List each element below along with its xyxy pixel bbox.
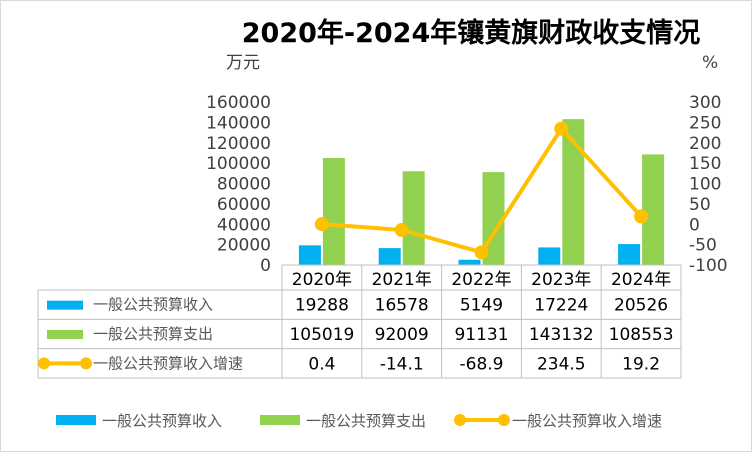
- y-right-tick-label: -100: [689, 256, 728, 276]
- bar-revenue: [458, 259, 481, 265]
- y-left-tick-label: 20000: [217, 236, 271, 256]
- x-category-label: 2024年: [611, 270, 671, 290]
- y-left-tick-label: 160000: [206, 93, 271, 113]
- table-cell-value: 234.5: [537, 354, 586, 374]
- table-row-label: 一般公共预算收入: [93, 296, 213, 314]
- x-category-label: 2022年: [451, 270, 511, 290]
- x-category-label: 2020年: [292, 270, 352, 290]
- table-cell-value: 143132: [529, 325, 594, 345]
- table-cell-value: 17224: [534, 296, 588, 316]
- growth-point: [314, 217, 329, 232]
- legend-label: 一般公共预算收入增速: [512, 412, 662, 430]
- y-left-tick-label: 60000: [217, 195, 271, 215]
- x-category-label: 2023年: [531, 270, 591, 290]
- bar-revenue: [618, 244, 641, 265]
- y-left-tick-label: 40000: [217, 215, 271, 235]
- legend-label: 一般公共预算收入: [102, 412, 222, 430]
- legend-key: [260, 415, 300, 425]
- table-cell-value: 16578: [375, 296, 429, 316]
- table-cell-value: 19288: [295, 296, 349, 316]
- table-legend-key: [47, 300, 83, 310]
- x-category-label: 2021年: [372, 270, 432, 290]
- bar-revenue: [378, 248, 401, 265]
- plot-area: 0200004000060000800001000001200001400001…: [37, 93, 728, 430]
- table-row-label: 一般公共预算支出: [93, 325, 213, 343]
- bar-revenue: [298, 245, 321, 265]
- table-cell-value: 108553: [609, 325, 674, 345]
- legend-key: [56, 415, 96, 425]
- table-cell-value: 0.4: [308, 354, 335, 374]
- table-legend-key: [47, 330, 83, 339]
- table-legend-key: [38, 357, 50, 370]
- growth-point: [474, 245, 489, 260]
- bar-expenditure: [562, 119, 585, 266]
- table-row-label: 一般公共预算收入增速: [93, 354, 243, 372]
- table-cell-value: -14.1: [380, 354, 424, 374]
- bar-expenditure: [402, 171, 425, 265]
- y-left-tick-label: 80000: [217, 175, 271, 195]
- y-right-tick-label: 50: [689, 195, 711, 215]
- table-cell-value: 91131: [454, 325, 508, 345]
- bar-expenditure: [322, 158, 345, 265]
- y-right-tick-label: 150: [689, 154, 721, 174]
- table-cell-value: 5149: [460, 296, 503, 316]
- y-right-tick-label: 200: [689, 134, 721, 154]
- y-right-tick-label: 300: [689, 93, 721, 113]
- y-left-tick-label: 140000: [206, 113, 271, 133]
- growth-point: [394, 222, 409, 237]
- left-axis-unit: 万元: [226, 53, 260, 73]
- bar-revenue: [538, 247, 561, 265]
- table-cell-value: 19.2: [622, 354, 660, 374]
- y-left-tick-label: 100000: [206, 154, 271, 174]
- growth-point: [554, 121, 569, 136]
- table-cell-value: 92009: [375, 325, 429, 345]
- legend-key: [498, 414, 510, 426]
- table-cell-value: -68.9: [460, 354, 504, 374]
- y-left-tick-label: 120000: [206, 134, 271, 154]
- table-legend-key: [80, 357, 92, 370]
- table-cell-value: 105019: [289, 325, 354, 345]
- legend-label: 一般公共预算支出: [306, 412, 426, 430]
- growth-point: [634, 209, 649, 224]
- y-left-tick-label: 0: [260, 256, 271, 276]
- table-cell-value: 20526: [614, 296, 668, 316]
- y-right-tick-label: 0: [689, 215, 700, 235]
- y-right-tick-label: 100: [689, 175, 721, 195]
- bar-expenditure: [642, 154, 665, 265]
- y-right-tick-label: -50: [689, 236, 717, 256]
- legend-key: [454, 414, 466, 426]
- y-right-tick-label: 250: [689, 113, 721, 133]
- chart-title: 2020年-2024年镶黄旗财政收支情况: [242, 17, 701, 49]
- right-axis-unit: %: [702, 53, 718, 73]
